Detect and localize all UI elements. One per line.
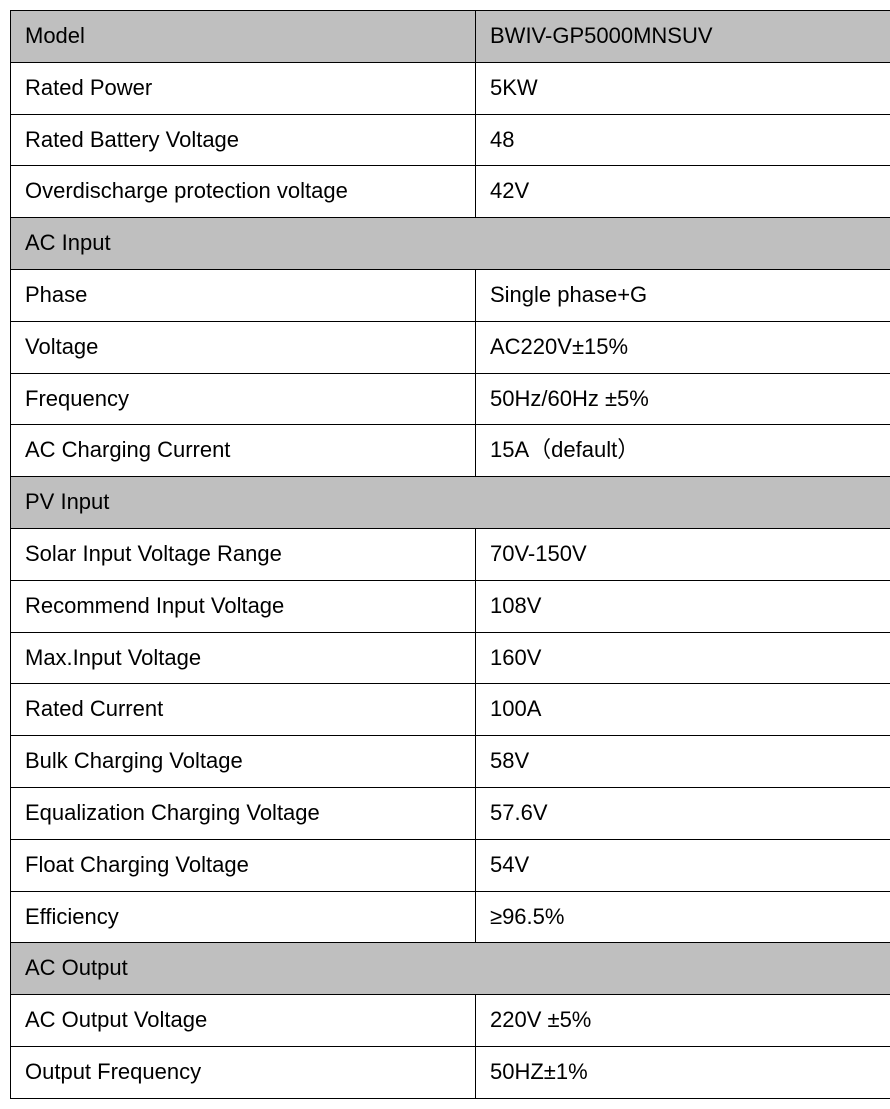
table-row: Max.Input Voltage 160V	[11, 632, 890, 684]
table-row: Rated Battery Voltage 48	[11, 114, 890, 166]
row-value: 108V	[476, 580, 890, 632]
row-label: Rated Battery Voltage	[11, 114, 476, 166]
row-value: 48	[476, 114, 890, 166]
row-value: 58V	[476, 736, 890, 788]
table-row: Equalization Charging Voltage 57.6V	[11, 787, 890, 839]
table-row: Rated Power 5KW	[11, 62, 890, 114]
row-label: Phase	[11, 269, 476, 321]
row-value: 70V-150V	[476, 528, 890, 580]
row-value: 5KW	[476, 62, 890, 114]
row-label: Solar Input Voltage Range	[11, 528, 476, 580]
section-title: AC Output	[11, 943, 890, 995]
row-value: 57.6V	[476, 787, 890, 839]
table-row: Frequency 50Hz/60Hz ±5%	[11, 373, 890, 425]
table-row: Phase Single phase+G	[11, 269, 890, 321]
row-label: Efficiency	[11, 891, 476, 943]
section-title: PV Input	[11, 477, 890, 529]
row-value: 54V	[476, 839, 890, 891]
table-row: Voltage AC220V±15%	[11, 321, 890, 373]
spec-table: Model BWIV-GP5000MNSUV Rated Power 5KW R…	[10, 10, 890, 1099]
row-value: 160V	[476, 632, 890, 684]
spec-table-body: Model BWIV-GP5000MNSUV Rated Power 5KW R…	[11, 11, 890, 1099]
row-label: Frequency	[11, 373, 476, 425]
row-label: AC Output Voltage	[11, 995, 476, 1047]
header-value: BWIV-GP5000MNSUV	[476, 11, 890, 63]
table-row: Float Charging Voltage 54V	[11, 839, 890, 891]
row-value: 50HZ±1%	[476, 1046, 890, 1098]
section-row-ac-output: AC Output	[11, 943, 890, 995]
table-row: Overdischarge protection voltage 42V	[11, 166, 890, 218]
section-row-ac-input: AC Input	[11, 218, 890, 270]
table-row: Recommend Input Voltage 108V	[11, 580, 890, 632]
table-row: Efficiency ≥96.5%	[11, 891, 890, 943]
row-value: 100A	[476, 684, 890, 736]
header-label: Model	[11, 11, 476, 63]
row-label: Overdischarge protection voltage	[11, 166, 476, 218]
row-value: Single phase+G	[476, 269, 890, 321]
table-row: Output Frequency 50HZ±1%	[11, 1046, 890, 1098]
row-value: AC220V±15%	[476, 321, 890, 373]
row-label: Voltage	[11, 321, 476, 373]
section-row-pv-input: PV Input	[11, 477, 890, 529]
row-label: Recommend Input Voltage	[11, 580, 476, 632]
row-label: Output Frequency	[11, 1046, 476, 1098]
table-row: AC Charging Current 15A（default）	[11, 425, 890, 477]
table-row: Bulk Charging Voltage 58V	[11, 736, 890, 788]
row-value: 50Hz/60Hz ±5%	[476, 373, 890, 425]
row-label: Equalization Charging Voltage	[11, 787, 476, 839]
table-row: Solar Input Voltage Range 70V-150V	[11, 528, 890, 580]
table-row: Rated Current 100A	[11, 684, 890, 736]
row-label: Rated Power	[11, 62, 476, 114]
row-label: Float Charging Voltage	[11, 839, 476, 891]
row-value: 220V ±5%	[476, 995, 890, 1047]
row-label: Rated Current	[11, 684, 476, 736]
row-value: ≥96.5%	[476, 891, 890, 943]
section-title: AC Input	[11, 218, 890, 270]
header-row: Model BWIV-GP5000MNSUV	[11, 11, 890, 63]
row-label: Max.Input Voltage	[11, 632, 476, 684]
row-value: 15A（default）	[476, 425, 890, 477]
row-label: Bulk Charging Voltage	[11, 736, 476, 788]
row-value: 42V	[476, 166, 890, 218]
row-label: AC Charging Current	[11, 425, 476, 477]
table-row: AC Output Voltage 220V ±5%	[11, 995, 890, 1047]
